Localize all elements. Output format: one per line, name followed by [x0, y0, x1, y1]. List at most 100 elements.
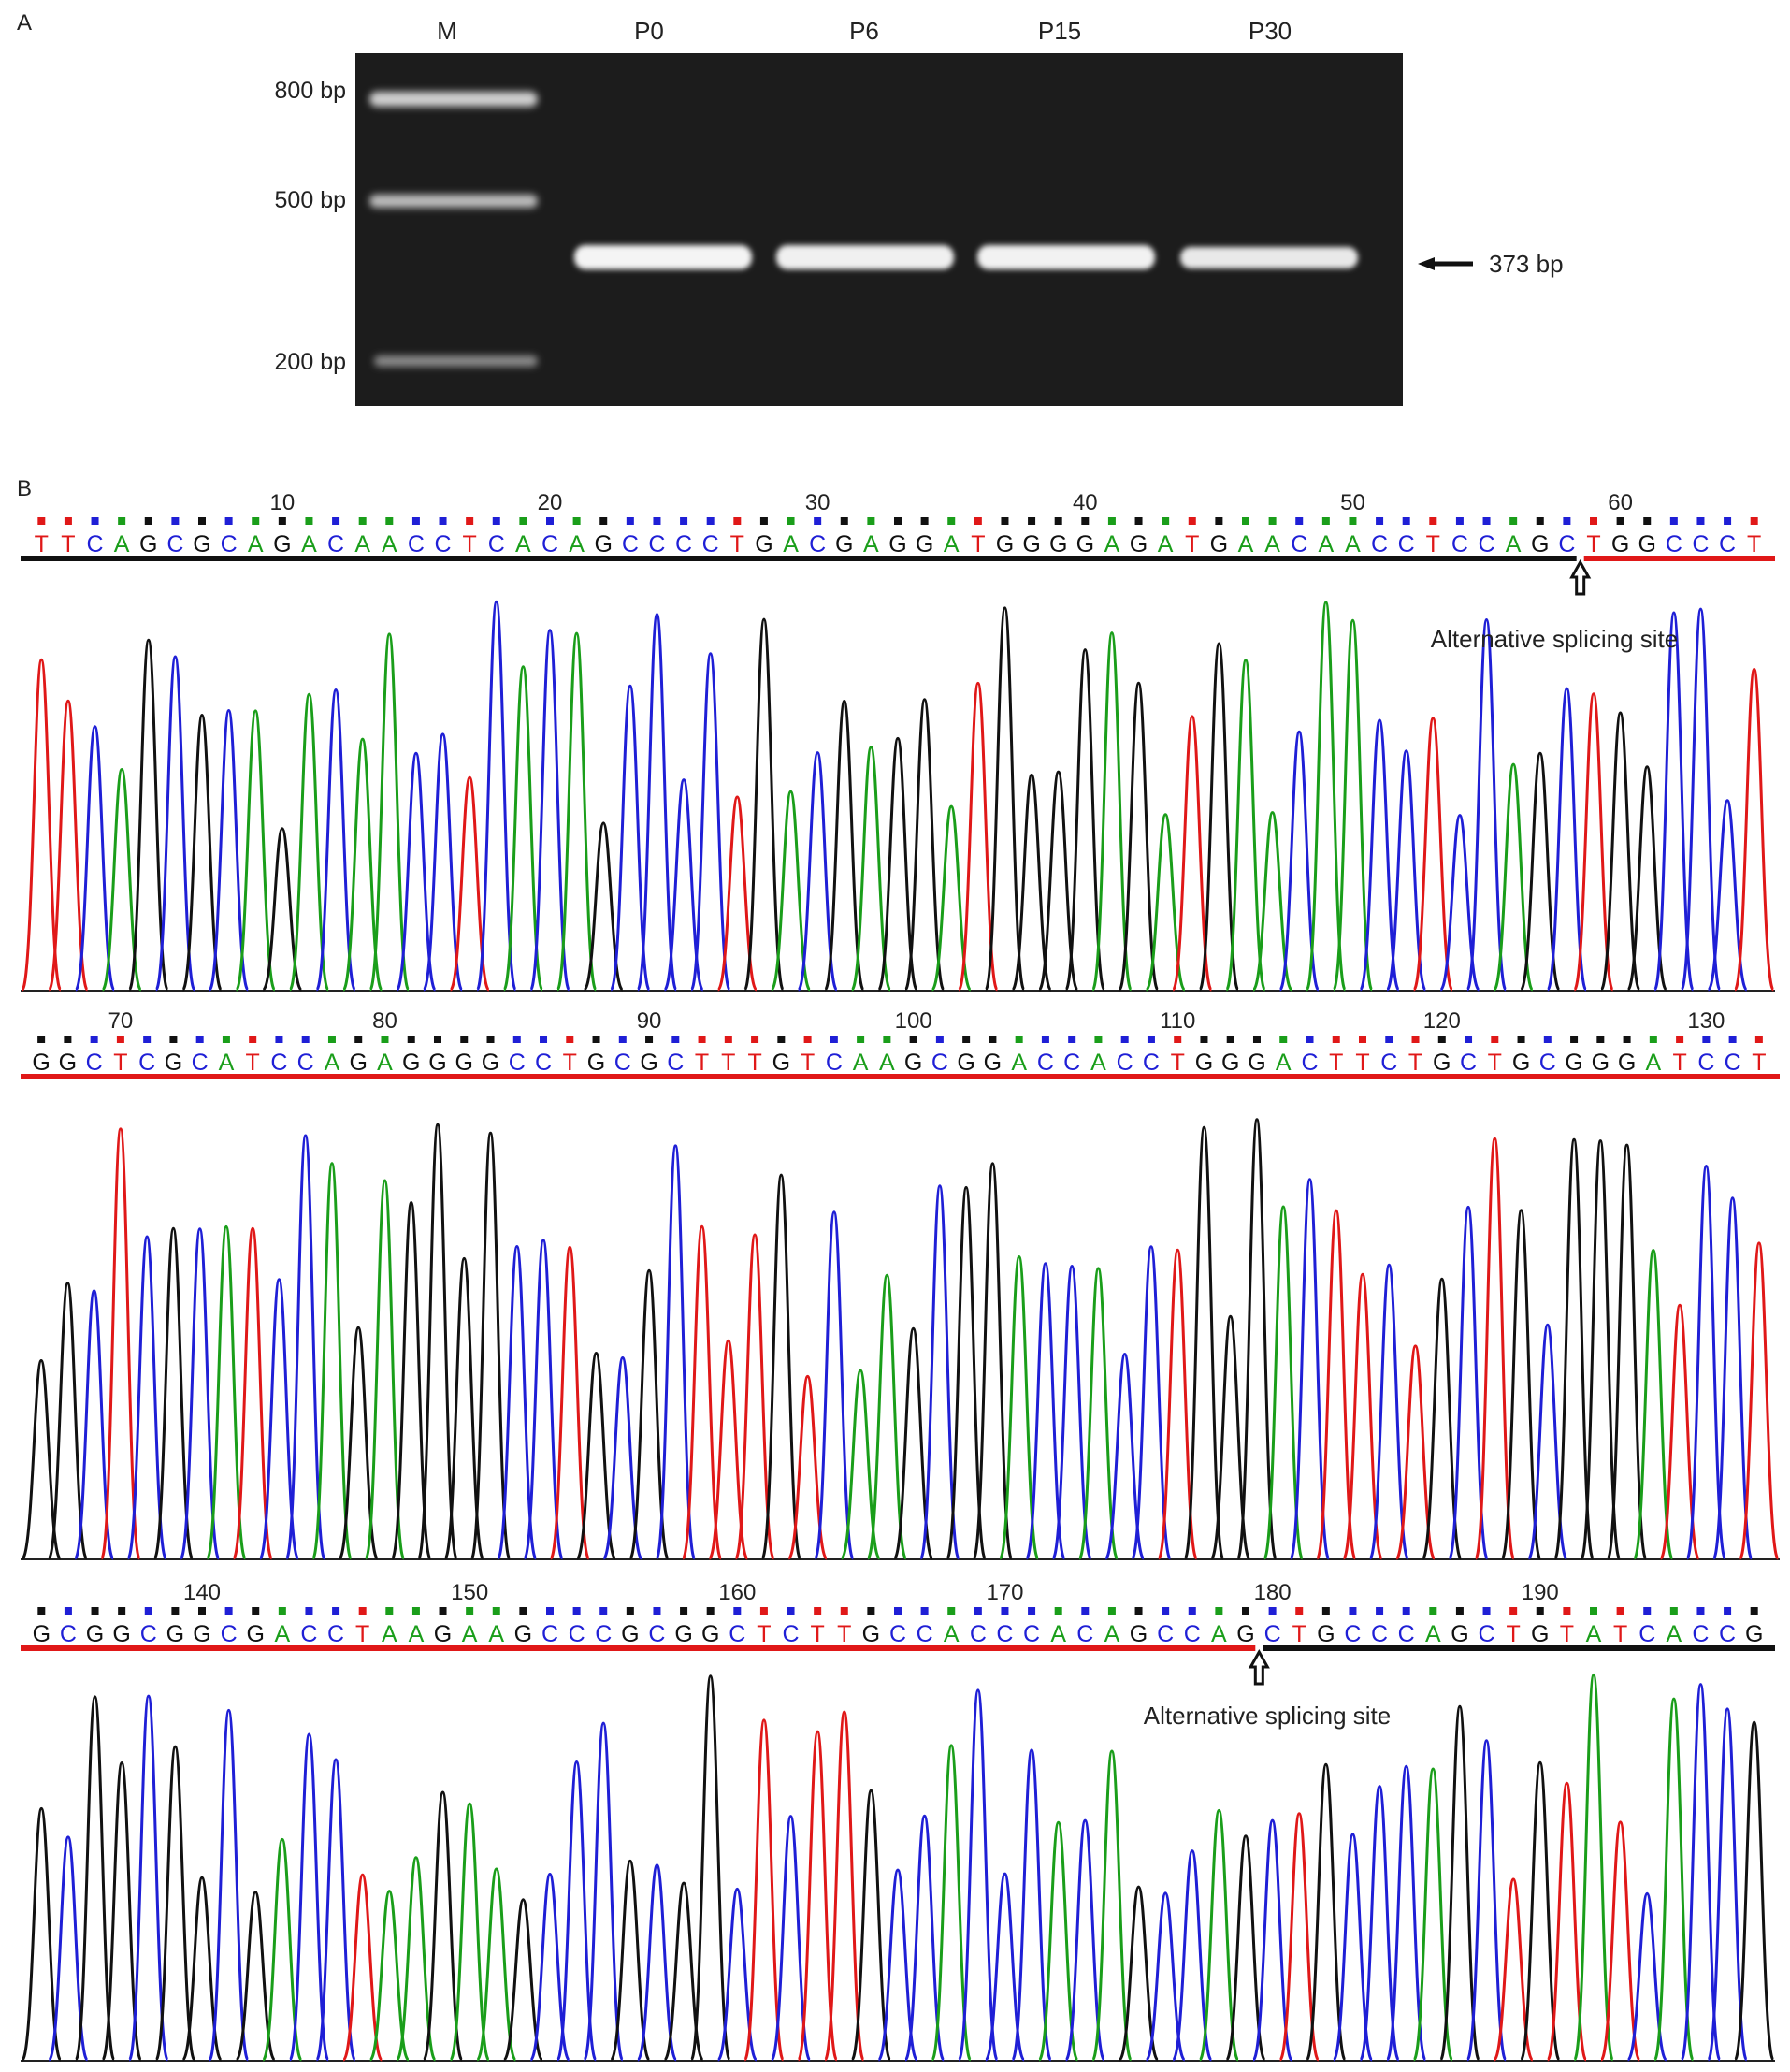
trace-peak: [152, 1226, 195, 1560]
quality-marker: [358, 517, 367, 525]
base-letter: C: [60, 1621, 77, 1647]
trace-peak: [1090, 1749, 1133, 2062]
quality-marker: [540, 1036, 548, 1043]
base-letter: C: [1692, 1621, 1709, 1647]
splice-site-label-2: Alternative splicing site: [1144, 1702, 1391, 1730]
quality-marker: [599, 1607, 608, 1615]
base-letter: T: [721, 1050, 735, 1076]
base-letter: C: [1184, 1621, 1201, 1647]
base-letter: C: [1460, 1050, 1477, 1076]
base-letter: G: [1236, 1621, 1254, 1647]
trace-peak: [636, 613, 678, 992]
trace-peak: [528, 629, 571, 992]
base-letter: C: [327, 531, 344, 558]
ladder-label-800: 800 bp: [275, 78, 346, 104]
base-letter: T: [1408, 1050, 1422, 1076]
base-letter: T: [801, 1050, 815, 1076]
trace-peak: [689, 1674, 731, 2062]
trace-peak: [449, 1802, 491, 2062]
trace-peak: [502, 1898, 544, 2062]
quality-marker: [466, 1607, 474, 1615]
quality-marker: [1295, 1607, 1304, 1615]
base-letter: G: [674, 1621, 692, 1647]
base-letter: C: [667, 1050, 684, 1076]
quality-marker: [883, 1036, 891, 1043]
trace-peak: [1394, 1344, 1436, 1560]
quality-marker: [1107, 517, 1116, 525]
base-letter: G: [1565, 1050, 1582, 1076]
quality-marker: [1081, 1607, 1090, 1615]
base-letter: A: [1104, 1621, 1120, 1647]
quality-marker: [275, 1036, 283, 1043]
trace-peak: [787, 1374, 829, 1560]
quality-marker: [1028, 1607, 1036, 1615]
trace-peak: [21, 1806, 63, 2062]
trace-peak: [1493, 1877, 1535, 2062]
base-letter: T: [1488, 1050, 1502, 1076]
base-letter: G: [33, 1621, 51, 1647]
trace-peak: [127, 1694, 169, 2062]
base-letter: T: [971, 531, 985, 558]
base-letter: C: [1371, 1621, 1388, 1647]
trace-peak: [208, 708, 250, 992]
trace-peak: [1385, 749, 1427, 992]
quality-marker: [1429, 1607, 1437, 1615]
base-letter: G: [1531, 531, 1549, 558]
trace-peak: [1104, 1352, 1146, 1560]
base-letter: T: [1329, 1050, 1343, 1076]
quality-marker: [466, 517, 474, 525]
position-label: 120: [1423, 1008, 1461, 1034]
trace-peak: [1707, 799, 1749, 992]
quality-marker: [1252, 1036, 1261, 1043]
trace-peak: [1653, 1697, 1695, 2062]
trace-peak: [496, 1244, 538, 1560]
base-letter: T: [1747, 531, 1761, 558]
trace-peak: [180, 713, 224, 992]
trace-peak: [235, 1891, 277, 2062]
trace-peak: [258, 1278, 300, 1560]
lane-label-p30: P30: [1249, 17, 1292, 45]
base-letter: G: [1451, 1621, 1468, 1647]
base-letter: A: [1506, 531, 1522, 558]
quality-marker: [37, 1036, 46, 1043]
base-letter: A: [301, 531, 317, 558]
quality-marker: [989, 1036, 997, 1043]
quality-marker: [671, 1036, 680, 1043]
trace-peak: [338, 1326, 380, 1560]
quality-marker: [305, 517, 313, 525]
quality-marker: [1724, 1607, 1732, 1615]
base-letter: G: [772, 1050, 790, 1076]
splice-site-label-1: Alternative splicing site: [1431, 625, 1678, 653]
quality-marker: [1134, 1607, 1143, 1615]
quality-marker: [1321, 517, 1330, 525]
base-letter: G: [349, 1050, 367, 1076]
quality-marker: [1570, 1036, 1579, 1043]
quality-marker: [1321, 1607, 1330, 1615]
base-letter: G: [193, 531, 210, 558]
trace-peak: [972, 1162, 1014, 1560]
base-letter: A: [488, 1621, 504, 1647]
base-letter: A: [377, 1050, 393, 1076]
position-label: 60: [1608, 490, 1633, 515]
base-letter: G: [273, 531, 291, 558]
base-letter: C: [783, 1621, 800, 1647]
trace-peak: [1546, 687, 1588, 992]
quality-marker: [1332, 1036, 1340, 1043]
trace-peak: [395, 751, 437, 992]
base-letter: A: [1319, 531, 1335, 558]
base-letter: C: [327, 1621, 344, 1647]
base-letter: G: [1531, 1621, 1549, 1647]
trace-peak: [1051, 1264, 1092, 1560]
trace-peak: [1278, 1812, 1321, 2062]
base-letter: G: [916, 531, 933, 558]
quality-marker: [278, 517, 286, 525]
quality-marker: [1188, 1607, 1196, 1615]
quality-marker: [195, 1036, 204, 1043]
quality-marker: [358, 1607, 367, 1615]
trace-peak: [1599, 1820, 1641, 2062]
trace-peak: [154, 1745, 196, 2062]
quality-marker: [1349, 517, 1357, 525]
trace-peak: [47, 699, 89, 992]
quality-marker: [653, 1607, 661, 1615]
